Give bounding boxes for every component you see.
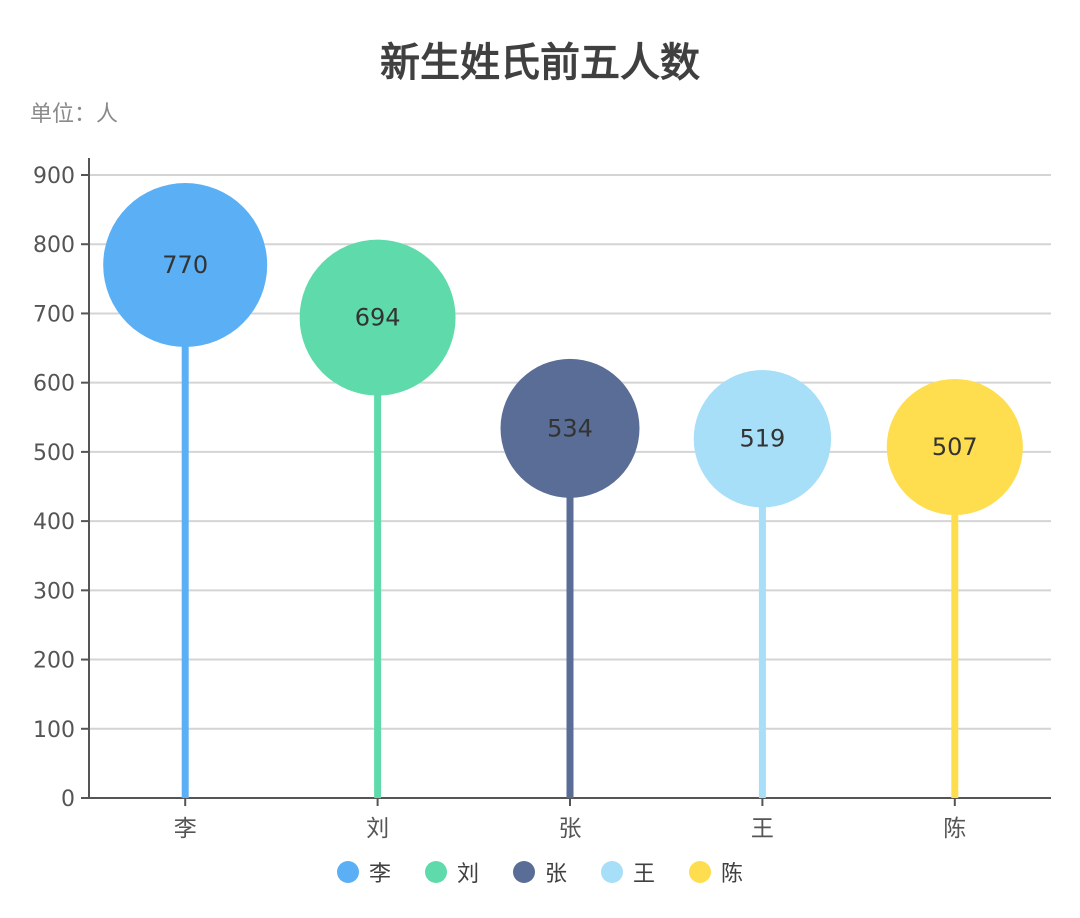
- y-tick-label: 400: [33, 510, 75, 535]
- lollipop-head: [886, 378, 1023, 516]
- legend-swatch: [424, 861, 447, 883]
- data-label: 770: [162, 251, 208, 279]
- x-tick-label: 张: [559, 816, 582, 842]
- data-label: 519: [739, 425, 785, 453]
- legend-swatch: [601, 861, 623, 883]
- y-tick-label: 200: [33, 649, 75, 674]
- y-tick-label: 300: [33, 579, 75, 604]
- legend-item[interactable]: 张: [512, 856, 567, 888]
- y-tick-label: 800: [33, 233, 75, 258]
- data-label: 534: [547, 414, 593, 442]
- legend-swatch: [336, 861, 359, 883]
- unit-label: 单位：人: [30, 102, 119, 127]
- x-tick-label: 陈: [943, 816, 966, 842]
- y-tick-label: 0: [61, 787, 75, 812]
- y-tick-label: 100: [33, 718, 75, 743]
- y-tick-label: 700: [33, 302, 75, 327]
- y-tick-label: 900: [33, 164, 75, 189]
- lollipop-head: [299, 239, 456, 396]
- legend-label: 陈: [721, 862, 744, 887]
- legend-item[interactable]: 王: [601, 856, 655, 888]
- lollipop-head: [500, 358, 640, 498]
- legend-label: 王: [633, 862, 656, 887]
- chart-title: 新生姓氏前五人数: [380, 40, 700, 86]
- lollipop-head: [103, 182, 268, 347]
- y-tick-label: 500: [33, 441, 75, 466]
- legend-swatch: [512, 861, 535, 883]
- y-tick-label: 600: [33, 372, 75, 397]
- x-tick-label: 王: [751, 816, 774, 842]
- data-label: 694: [355, 304, 401, 332]
- chart-legend: 李刘张王陈: [0, 856, 1080, 888]
- data-label: 507: [932, 433, 978, 461]
- legend-label: 李: [368, 862, 391, 887]
- legend-item[interactable]: 李: [336, 856, 391, 888]
- legend-label: 张: [544, 862, 567, 887]
- x-tick-label: 李: [174, 816, 197, 842]
- legend-label: 刘: [456, 862, 479, 887]
- legend-item[interactable]: 陈: [689, 856, 743, 888]
- legend-swatch: [689, 861, 712, 883]
- x-tick-label: 刘: [366, 816, 389, 842]
- legend-item[interactable]: 刘: [424, 856, 479, 888]
- lollipop-head: [693, 370, 832, 508]
